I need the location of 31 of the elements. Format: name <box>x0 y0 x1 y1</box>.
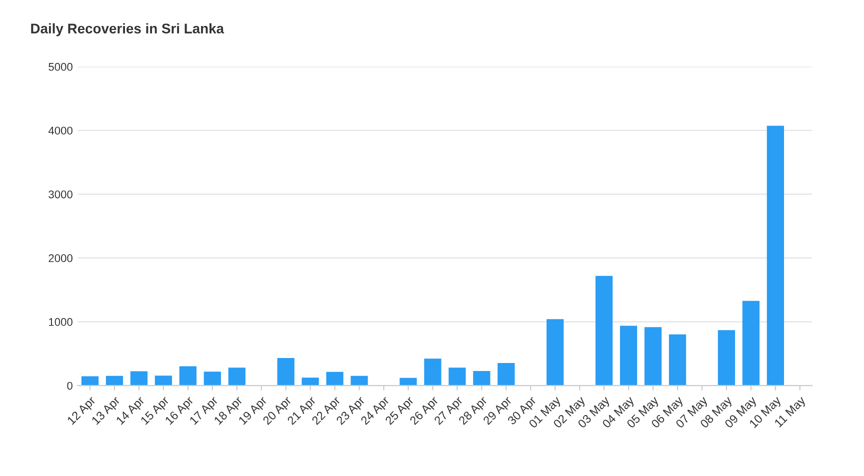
bar <box>179 366 196 386</box>
bar <box>228 368 246 386</box>
y-tick-label: 3000 <box>48 190 72 198</box>
bar <box>154 376 172 386</box>
bar <box>81 376 99 386</box>
bar <box>400 378 417 386</box>
bar <box>302 378 319 386</box>
bar <box>106 376 124 386</box>
bar <box>718 330 736 386</box>
y-tick-label: 1000 <box>49 318 72 326</box>
bar <box>742 300 760 386</box>
y-tick-label: 0 <box>67 382 72 390</box>
chart-title: Daily Recoveries in Sri Lanka <box>31 23 224 36</box>
bar <box>350 376 368 386</box>
y-tick-label: 5000 <box>48 62 72 71</box>
bar <box>277 358 294 386</box>
bar <box>596 276 613 386</box>
bar <box>448 368 466 386</box>
bar <box>204 372 221 386</box>
bar <box>498 362 515 386</box>
y-tick-label: 2000 <box>48 254 72 262</box>
bar <box>424 358 442 386</box>
bar <box>620 326 638 386</box>
bar <box>668 334 686 386</box>
bar <box>766 126 784 386</box>
bar <box>326 372 344 386</box>
bar <box>546 319 564 386</box>
bar <box>473 370 490 386</box>
bar <box>644 327 662 386</box>
bar <box>130 371 148 386</box>
y-tick-label: 4000 <box>48 126 72 135</box>
